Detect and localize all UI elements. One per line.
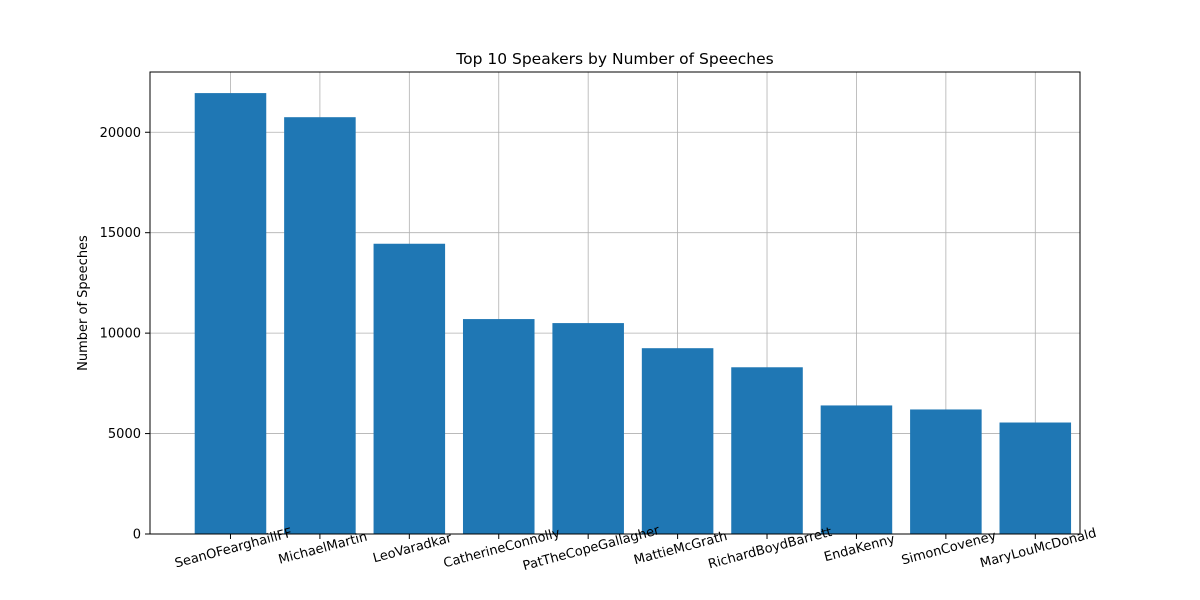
y-axis-label: Number of Speeches bbox=[76, 235, 91, 371]
bars bbox=[194, 93, 1072, 535]
bar-LeoVaradkar bbox=[373, 243, 446, 535]
y-tick-label: 5000 bbox=[108, 427, 141, 442]
y-tick-label: 10000 bbox=[100, 327, 141, 342]
bar-PatTheCopeGallagher bbox=[552, 323, 624, 534]
bar-SeanOFearghaillFF bbox=[194, 93, 267, 534]
plot-frame bbox=[149, 71, 1081, 535]
bar-SimonCoveney bbox=[910, 409, 982, 534]
x-tick-label: EndaKenny bbox=[822, 532, 896, 565]
y-tick-label: 20000 bbox=[100, 126, 141, 141]
x-tick-label: LeoVaradkar bbox=[371, 531, 454, 567]
y-tick-label: 0 bbox=[133, 528, 141, 543]
bar-CatherineConnolly bbox=[462, 319, 535, 534]
bar-RichardBoydBarrett bbox=[731, 367, 803, 534]
bar-EndaKenny bbox=[820, 405, 893, 534]
bar-MichaelMartin bbox=[284, 117, 356, 535]
y-tick-label: 15000 bbox=[100, 226, 141, 241]
bar-MattieMcGrath bbox=[641, 348, 714, 534]
bar-MaryLouMcDonald bbox=[999, 422, 1072, 534]
chart-title: Top 10 Speakers by Number of Speeches bbox=[455, 50, 774, 68]
